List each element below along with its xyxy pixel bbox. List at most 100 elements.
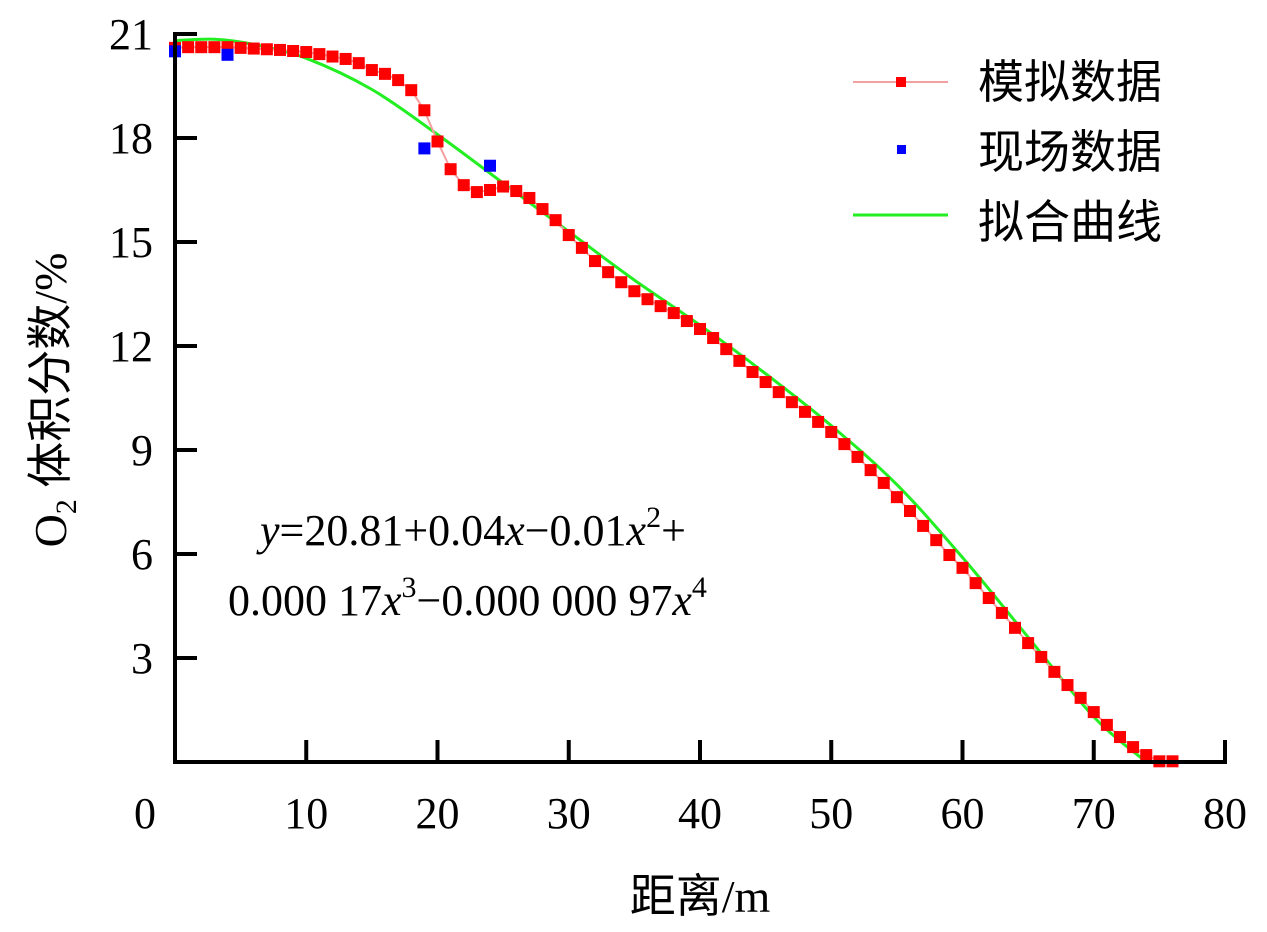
simulated-data-point [1087,706,1100,719]
simulated-data-point [1140,749,1153,762]
x-tick-label: 10 [284,789,328,838]
x-tick-label: 70 [1072,789,1116,838]
simulated-data-point [917,519,930,532]
x-tick-label: 30 [547,789,591,838]
x-tick-label: 80 [1203,789,1247,838]
field-data-layer [169,45,496,172]
simulated-data-point [339,52,352,65]
simulated-data-point [785,396,798,409]
y-tick-label: 12 [109,322,153,371]
axes [173,32,1227,764]
field-data-point [484,159,496,172]
simulated-data-point [969,577,982,590]
simulated-data-point [484,184,496,196]
simulated-data-point [405,84,418,97]
simulated-data-point [654,300,667,313]
x-tick-label: 60 [941,789,985,838]
simulated-data-point [707,332,720,345]
simulated-data-point [260,43,273,56]
simulated-data-point [877,476,890,489]
simulated-data-point [1048,665,1061,678]
simulated-data-point [641,293,654,306]
simulated-data-point [195,41,208,54]
y-tick-label: 15 [109,218,153,267]
simulated-data-point [759,376,772,389]
equation-line-2: 0.000 17x3−0.000 000 97x4 [228,571,707,625]
simulated-data-point [536,203,549,216]
y-tick-label: 18 [109,114,153,163]
simulated-data-point [995,606,1008,619]
simulated-data-point [497,180,510,193]
simulated-data-point [812,415,825,428]
simulated-data-point [1035,650,1048,663]
legend-marker-simulated [896,77,906,87]
y-tick-label: 9 [131,426,153,475]
simulated-data-point [300,46,313,59]
simulated-data-point [365,64,378,77]
simulated-data-point [247,42,260,55]
simulated-data-point [615,276,628,289]
x-tick-label: 50 [809,789,853,838]
legend-item-field: 现场数据 [897,127,1162,178]
simulated-data-point [549,214,562,227]
simulated-data-point [1100,718,1113,731]
simulated-data-point [379,67,391,80]
x-tick-label: 20 [416,789,460,838]
simulated-data-point [444,163,457,176]
simulated-data-point [864,464,877,477]
x-tick-label: 40 [678,789,722,838]
simulated-data-point [904,505,916,518]
simulated-data-point [733,354,746,367]
simulated-data-point [418,104,431,117]
y-tick-label: 6 [131,530,153,579]
legend-marker-field [897,145,906,154]
y-tick-label: 21 [109,10,153,59]
simulated-data-point [274,43,286,56]
simulated-data-point [523,191,536,204]
simulated-data-point [562,229,575,242]
simulated-data-point [1114,731,1126,744]
x-tick-label: 0 [134,789,156,838]
legend-item-fit: 拟合曲线 [853,197,1162,248]
field-data-point [221,48,234,61]
simulated-data-point [1074,691,1087,704]
simulated-data-point [1127,741,1140,754]
simulated-data-point [352,57,365,70]
simulated-data-point [851,450,864,463]
legend-label-simulated: 模拟数据 [978,57,1162,108]
simulated-data-point [825,425,838,438]
simulated-data-point [457,179,470,192]
simulated-data-point [234,41,247,54]
simulated-data-point [943,549,956,562]
simulated-data-point [799,405,811,418]
simulated-data-point [313,48,326,61]
legend-label-fit: 拟合曲线 [978,197,1162,248]
simulated-data-point [510,185,523,198]
legend: 模拟数据 现场数据 拟合曲线 [853,57,1162,248]
simulated-data-point [667,307,680,320]
field-data-point [418,142,431,155]
simulated-data-point [982,592,995,605]
simulated-data-point [287,44,300,57]
y-axis-label: O2 体积分数/% [25,253,83,548]
simulated-data-point [890,491,903,504]
simulated-data-point [392,74,405,87]
simulated-data-point [956,561,969,574]
simulated-data-point [694,323,706,336]
simulated-data-point [720,343,733,356]
simulated-data-point [1009,621,1021,634]
simulated-data-point [746,366,759,378]
simulated-data-point [208,41,221,54]
simulated-data-point [930,534,943,547]
simulated-data-point [470,186,483,199]
simulated-data-point [602,266,615,279]
simulated-data-point [680,315,693,328]
simulated-data-point [431,135,444,148]
legend-item-simulated: 模拟数据 [853,57,1162,108]
simulated-data-point [1022,637,1035,650]
simulated-data-point [589,255,601,268]
y-tick-label: 3 [131,634,153,683]
legend-label-field: 现场数据 [978,127,1162,178]
tick-labels: 3 6 9 12 15 18 21 0 10 20 30 40 50 60 70 80 [109,10,1247,838]
